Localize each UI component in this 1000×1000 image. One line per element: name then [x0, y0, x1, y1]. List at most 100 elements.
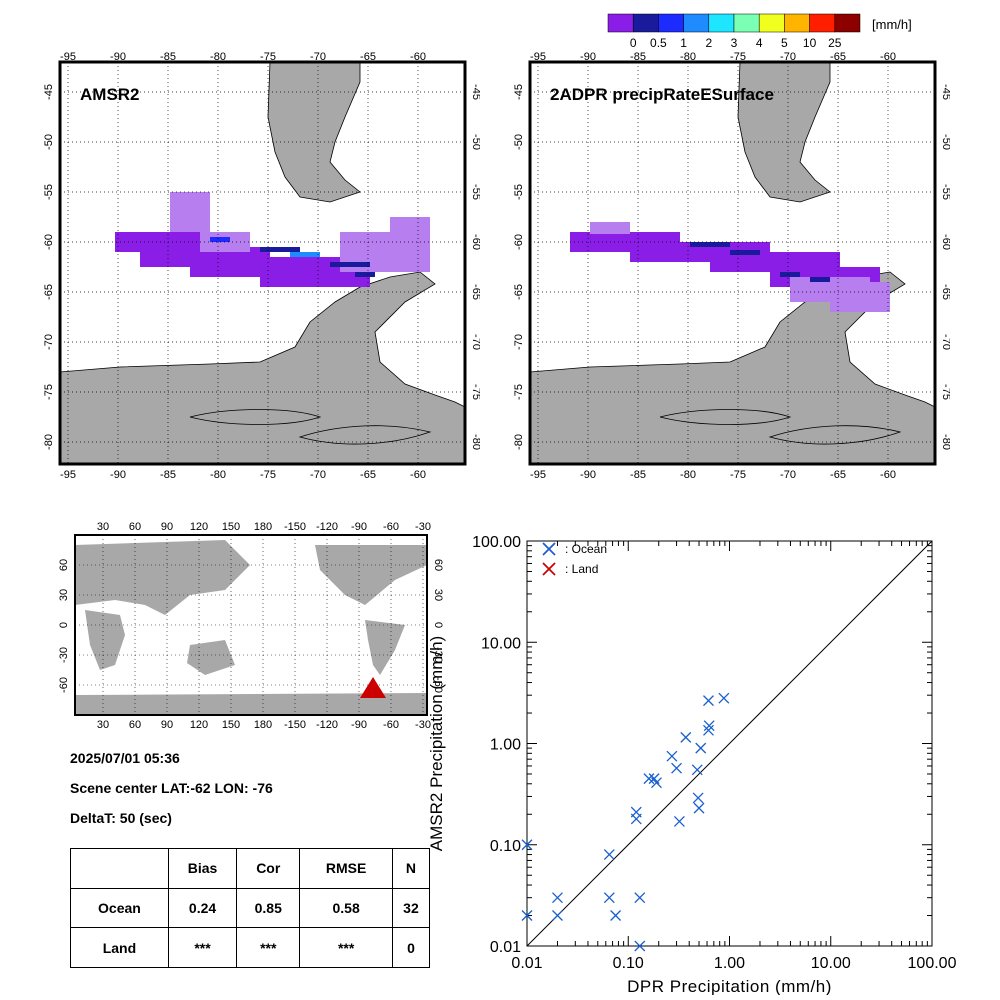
- map-content: -95 -95 -90 -90 -85 -85 -80 -80 -75 -75 -70 -70 -65 -…: [43, 51, 480, 481]
- data-point-stroke: [703, 695, 714, 707]
- lat-label-right: -60: [470, 234, 480, 250]
- stats-row-label: Land: [70, 927, 169, 968]
- colorbar-swatch: [834, 13, 861, 33]
- data-point-stroke: [671, 762, 683, 774]
- lat-label-right: -60: [940, 234, 950, 250]
- lat-label-left: -75: [43, 384, 55, 400]
- data-point: [634, 892, 646, 904]
- map-frame: [528, 60, 937, 466]
- lat-label-left: -50: [43, 134, 55, 150]
- data-point: [521, 839, 533, 851]
- lon-label-top: -65: [360, 51, 376, 63]
- lat-label-right: -55: [940, 184, 950, 200]
- y-tick-label: 0.01: [490, 939, 521, 956]
- world-lon-label-top: -150: [284, 521, 306, 533]
- lon-label-top: -70: [310, 51, 326, 63]
- world-lon-label-top: 60: [129, 521, 141, 533]
- colorbar-label: 25: [828, 36, 842, 50]
- stats-row-ocean: Ocean 0.24 0.85 0.58 32: [70, 887, 431, 929]
- north-america-landmass: [315, 545, 427, 605]
- stats-n: 0: [391, 927, 431, 968]
- x-tick-label: 1.00: [714, 955, 745, 972]
- data-point-stroke: [680, 731, 692, 743]
- lon-label-top: -90: [110, 51, 126, 63]
- lat-label-left: -60: [43, 234, 55, 250]
- stats-bias: 0.24: [167, 887, 238, 929]
- lon-label-top: -85: [160, 51, 176, 63]
- data-point-stroke: [603, 892, 615, 904]
- data-point-stroke: [630, 813, 642, 825]
- colorbar-label: 4: [756, 36, 763, 50]
- scene-datetime: 2025/07/01 05:36: [70, 750, 180, 766]
- data-point-stroke: [521, 839, 533, 851]
- lat-label-left: -55: [513, 184, 525, 200]
- map-frame: [58, 60, 467, 466]
- lon-label-bottom: -60: [410, 469, 426, 481]
- lat-label-left: -65: [513, 284, 525, 300]
- world-lon-label-top: -30: [415, 521, 431, 533]
- world-lat-label-right: -60: [432, 677, 444, 693]
- data-point: [692, 792, 704, 804]
- lon-label-bottom: -75: [730, 469, 746, 481]
- precip-swath: [570, 222, 890, 312]
- antarctica-landmass: [529, 271, 936, 465]
- data-point-stroke: [651, 777, 662, 789]
- legend-marker: [542, 542, 556, 556]
- lat-label-right: -65: [940, 284, 950, 300]
- data-point: [693, 802, 705, 814]
- data-point: [673, 815, 685, 827]
- precip-cell: [690, 242, 730, 247]
- lat-label-right: -80: [940, 434, 950, 450]
- ice-shelf-outline: [298, 425, 432, 445]
- lat-label-left: -45: [43, 84, 55, 100]
- y-tick-label: 0.10: [490, 838, 521, 855]
- world-lon-label-top: -120: [316, 521, 338, 533]
- world-lon-label-bottom: -60: [383, 719, 399, 731]
- stats-n: 32: [391, 887, 431, 929]
- colorbar-label: 1: [680, 36, 687, 50]
- legend-label: : Ocean: [565, 542, 607, 556]
- world-lon-label-top: 150: [222, 521, 240, 533]
- colorbar-swatch: [607, 13, 634, 33]
- lat-label-right: -70: [940, 334, 950, 350]
- world-lon-label-bottom: 30: [97, 719, 109, 731]
- data-point-stroke: [521, 910, 533, 921]
- lat-label-left: -60: [513, 234, 525, 250]
- data-point: [666, 750, 678, 762]
- australia-landmass: [187, 640, 235, 675]
- world-lat-label-left: 30: [58, 589, 70, 601]
- scene-center: Scene center LAT:-62 LON: -76: [70, 780, 273, 796]
- colorbar: 0 0.5 1 2 3 4 5 10 25 [mm/h]: [607, 13, 912, 50]
- lon-label-bottom: -80: [210, 469, 226, 481]
- data-point-stroke: [673, 815, 685, 827]
- world-lon-label-bottom: -120: [316, 719, 338, 731]
- lon-label-top: -80: [680, 51, 696, 63]
- precip-cell: [290, 252, 320, 257]
- amsr2-map: -95 -95 -90 -90 -85 -85 -80 -80 -75 -75 -70 -70 -65 -…: [43, 51, 480, 481]
- lat-label-left: -80: [43, 434, 55, 450]
- precip-cell: [810, 277, 830, 282]
- data-point-stroke: [703, 724, 714, 736]
- eurasia-landmass: [75, 540, 250, 615]
- colorbar-label: 3: [731, 36, 738, 50]
- world-lon-label-top: 30: [97, 521, 109, 533]
- world-lon-label-top: 180: [254, 521, 272, 533]
- lon-label-top: -60: [880, 51, 896, 63]
- data-point-stroke: [648, 773, 660, 785]
- lon-label-bottom: -95: [60, 469, 76, 481]
- data-point-stroke: [634, 892, 646, 904]
- lon-label-bottom: -85: [630, 469, 646, 481]
- precip-cell: [210, 237, 230, 242]
- stats-header-rmse: RMSE: [299, 848, 393, 889]
- precip-cell: [780, 272, 800, 277]
- colorbar-label: 2: [705, 36, 712, 50]
- precip-cell: [590, 222, 630, 234]
- data-point: [703, 724, 714, 736]
- data-point: [651, 777, 662, 789]
- legend-label: : Land: [565, 562, 598, 576]
- data-point-stroke: [643, 773, 655, 785]
- lon-label-top: -75: [730, 51, 746, 63]
- lon-label-bottom: -90: [580, 469, 596, 481]
- south-america-landmass: [737, 61, 831, 203]
- world-lon-label-bottom: 120: [190, 719, 208, 731]
